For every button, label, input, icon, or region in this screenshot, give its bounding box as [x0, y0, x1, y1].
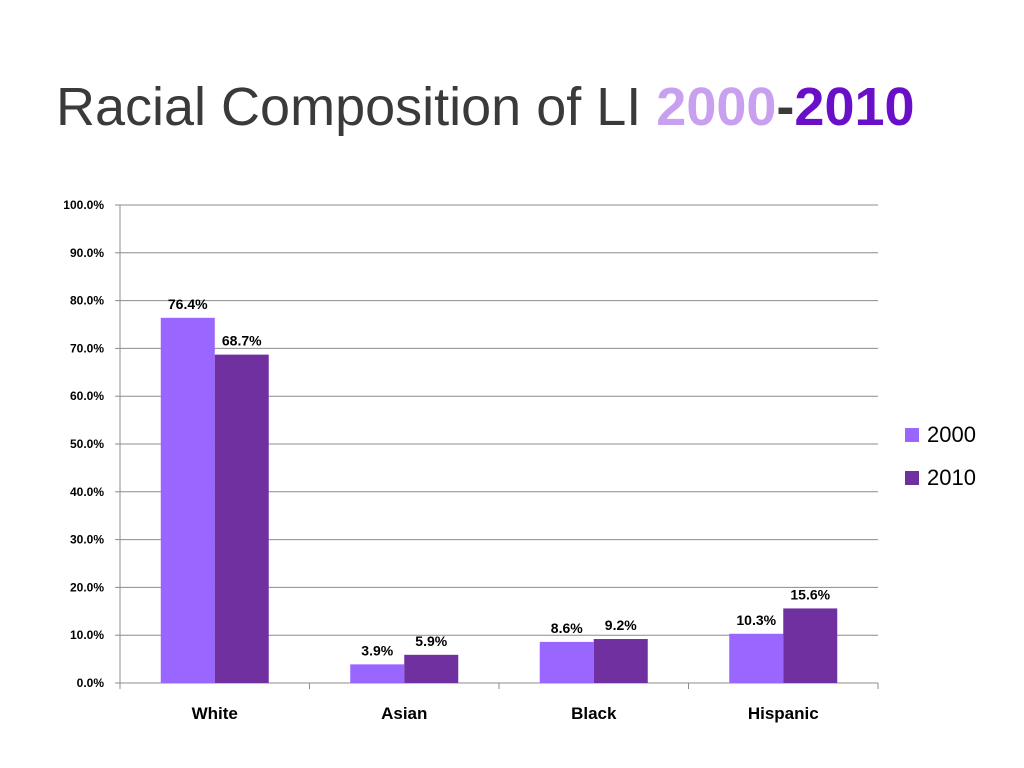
bar-white-2010 — [214, 354, 269, 683]
data-label: 9.2% — [605, 617, 637, 633]
category-label: Hispanic — [748, 704, 819, 723]
category-label: Black — [571, 704, 617, 723]
y-tick-label: 90.0% — [70, 246, 104, 260]
bar-black-2010 — [593, 639, 648, 683]
y-tick-label: 0.0% — [77, 676, 105, 690]
title-year-2000: 2000 — [656, 77, 777, 137]
y-tick-label: 40.0% — [70, 485, 104, 499]
data-label: 76.4% — [168, 296, 208, 312]
title-prefix: Racial Composition of LI — [56, 77, 657, 137]
y-tick-label: 60.0% — [70, 389, 104, 403]
legend-swatch — [905, 428, 919, 442]
y-tick-label: 30.0% — [70, 533, 104, 547]
data-label: 3.9% — [361, 642, 393, 658]
y-tick-label: 80.0% — [70, 294, 104, 308]
data-label: 5.9% — [415, 633, 447, 649]
y-tick-label: 20.0% — [70, 580, 104, 594]
y-tick-label: 50.0% — [70, 437, 104, 451]
legend-label: 2010 — [927, 465, 976, 490]
bar-white-2000 — [160, 317, 215, 683]
y-tick-label: 10.0% — [70, 628, 104, 642]
legend-swatch — [905, 471, 919, 485]
legend-label: 2000 — [927, 422, 976, 447]
title-dash: - — [776, 77, 795, 137]
category-label: White — [192, 704, 238, 723]
data-label: 10.3% — [736, 612, 776, 628]
slide-title: Racial Composition of LI 2000-2010 — [56, 76, 915, 138]
bar-hispanic-2000 — [729, 633, 784, 683]
data-label: 15.6% — [790, 586, 830, 602]
bar-hispanic-2010 — [783, 608, 838, 683]
y-tick-label: 70.0% — [70, 341, 104, 355]
bar-asian-2010 — [404, 654, 459, 683]
data-label: 8.6% — [551, 620, 583, 636]
bar-black-2000 — [539, 641, 594, 683]
data-label: 68.7% — [222, 333, 262, 349]
category-label: Asian — [381, 704, 427, 723]
bar-asian-2000 — [350, 664, 405, 683]
legend: 2000 2010 — [905, 422, 976, 490]
bars — [160, 317, 838, 683]
y-tick-label: 100.0% — [63, 198, 104, 212]
labels: 76.4% 68.7% White 3.9% 5.9% Asian 8.6% 9.2% Blac… — [168, 296, 831, 723]
axes: 0.0% 10.0% 20.0% 30.0% 40.0% 50.0% 60.0% 70.0% 8… — [63, 198, 879, 690]
title-year-2010: 2010 — [794, 77, 915, 137]
